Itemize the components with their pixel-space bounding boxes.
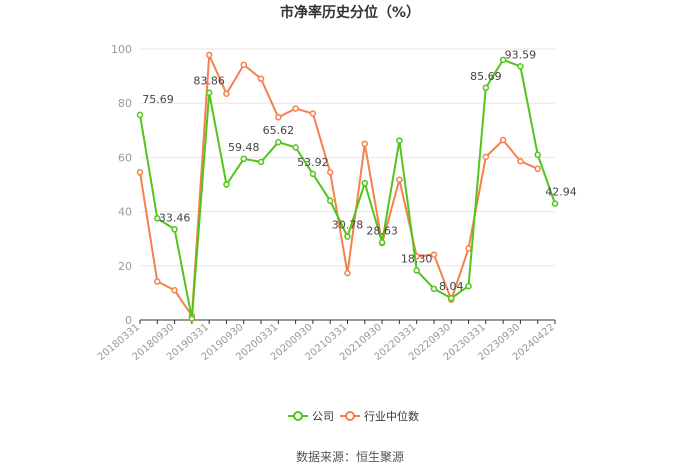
data-point	[396, 176, 403, 183]
data-point	[205, 51, 213, 59]
data-label: 18.30	[401, 252, 433, 265]
chart-title: 市净率历史分位（%）	[280, 4, 420, 21]
data-label: 30.78	[332, 219, 364, 232]
data-point	[240, 155, 247, 163]
series-layer	[136, 51, 559, 322]
data-point	[344, 233, 351, 240]
data-point	[309, 170, 317, 178]
data-point	[292, 105, 299, 112]
data-point	[430, 251, 438, 258]
data-point	[465, 282, 472, 290]
data-label: 33.46	[159, 211, 191, 224]
data-label: 75.69	[142, 93, 174, 106]
data-point	[326, 169, 334, 176]
y-tick-label: 20	[118, 260, 132, 273]
data-label: 8.04	[439, 280, 464, 293]
data-point	[448, 294, 455, 302]
data-point	[136, 169, 144, 176]
legend-label: 公司	[312, 410, 334, 423]
data-label: 59.48	[228, 141, 260, 154]
data-point	[551, 200, 559, 207]
data-label: 83.86	[193, 75, 225, 88]
legend-item-0[interactable]: 公司	[288, 410, 334, 423]
y-tick-label: 60	[118, 151, 132, 164]
data-label: 65.62	[263, 124, 295, 137]
data-point	[534, 151, 541, 158]
data-point	[326, 197, 334, 205]
series-line-1	[139, 54, 539, 319]
data-point	[188, 315, 196, 322]
legend[interactable]: 公司 行业中位数	[288, 409, 419, 423]
y-tick-label: 80	[118, 97, 132, 110]
data-point	[257, 75, 265, 83]
data-point	[517, 157, 524, 165]
data-point	[275, 114, 282, 121]
data-point	[154, 215, 161, 222]
data-point	[240, 61, 247, 68]
legend-item-1[interactable]: 行业中位数	[340, 409, 419, 423]
y-tick-label: 40	[118, 206, 132, 219]
data-label: 85.69	[470, 70, 502, 83]
y-tick-label: 100	[111, 43, 132, 56]
data-point	[275, 138, 282, 146]
data-point	[517, 63, 524, 70]
data-point	[430, 285, 438, 293]
data-label: 28.63	[366, 224, 398, 237]
data-point	[499, 136, 507, 144]
series-line-0	[139, 58, 556, 319]
data-point	[223, 181, 230, 188]
data-point	[171, 226, 178, 233]
data-label: 53.92	[297, 156, 329, 169]
data-point	[413, 267, 420, 274]
data-point	[378, 239, 386, 246]
y-tick-label: 0	[125, 314, 132, 327]
legend-swatch-marker	[345, 411, 355, 421]
data-point	[482, 84, 490, 92]
data-point	[136, 111, 144, 119]
data-point	[465, 245, 472, 252]
data-point	[257, 158, 265, 166]
data-point	[499, 56, 507, 64]
data-point	[396, 137, 403, 144]
data-label: 93.59	[505, 48, 537, 61]
source-note: 数据来源：恒生聚源	[296, 449, 404, 464]
axes: 0204060801002018033120180930201903312019…	[96, 43, 557, 363]
legend-swatch-marker	[293, 411, 303, 421]
data-point	[534, 165, 541, 173]
data-point	[482, 153, 490, 161]
data-point	[309, 110, 317, 117]
data-point	[205, 89, 213, 96]
data-point	[361, 140, 369, 148]
data-point	[171, 286, 178, 294]
data-point	[292, 144, 299, 151]
data-point	[223, 90, 230, 97]
data-point	[344, 269, 351, 277]
legend-label: 行业中位数	[364, 409, 419, 423]
data-point	[361, 179, 369, 187]
data-label: 42.94	[545, 186, 577, 199]
data-point	[154, 278, 161, 285]
